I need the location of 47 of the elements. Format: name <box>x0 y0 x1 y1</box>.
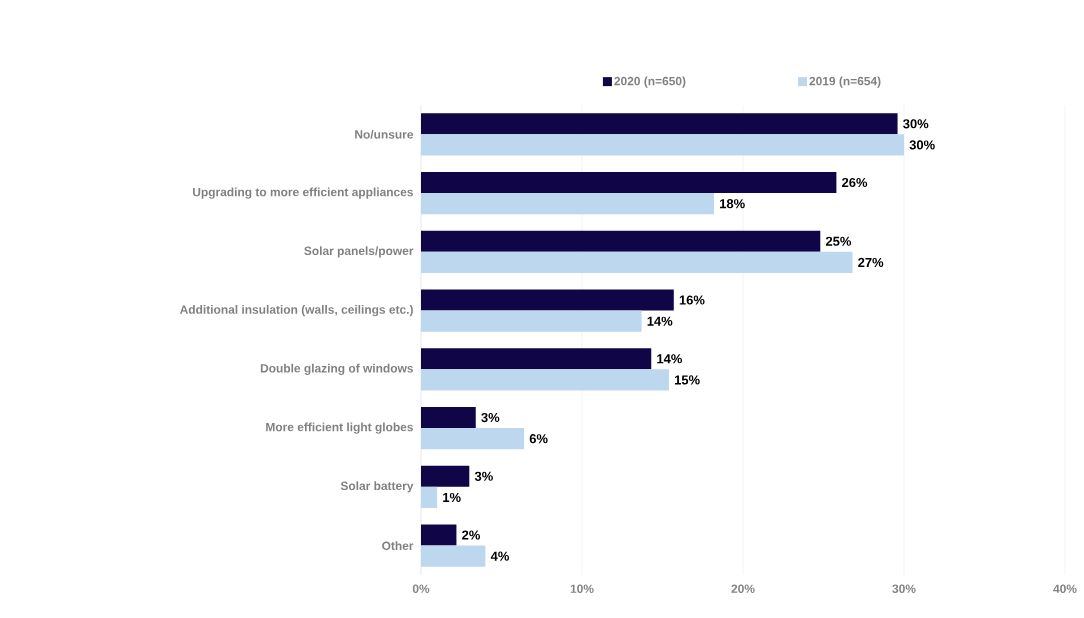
bar <box>421 289 674 311</box>
bar <box>421 310 642 332</box>
y-tick-label: Solar battery <box>340 481 414 493</box>
bar <box>421 465 470 487</box>
data-label: 30% <box>909 140 935 150</box>
y-tick-label: Double glazing of windows <box>260 363 414 375</box>
data-label: 3% <box>481 412 500 423</box>
data-label: 14% <box>657 354 683 364</box>
data-label: 6% <box>529 434 548 444</box>
bar <box>421 348 652 370</box>
data-label: 4% <box>490 551 509 561</box>
data-label: 25% <box>825 236 852 246</box>
y-tick-label: Additional insulation (walls, ceilings etc.) <box>179 305 413 317</box>
data-label: 18% <box>720 199 745 209</box>
data-label: 26% <box>842 177 868 188</box>
y-tick-label: More efficient light globes <box>266 422 413 434</box>
data-label: 3% <box>474 471 493 481</box>
x-tick-label: 40% <box>1053 584 1077 593</box>
data-label: 14% <box>647 316 673 326</box>
legend-label: 2020 (n=650) <box>614 76 686 88</box>
bar <box>421 113 898 135</box>
bar <box>421 230 821 252</box>
bar <box>421 428 525 450</box>
bar <box>421 251 853 274</box>
bar <box>421 369 669 391</box>
bar <box>421 193 715 215</box>
x-tick-label: 10% <box>570 584 594 593</box>
data-label: 15% <box>674 375 700 385</box>
legend-label: 2019 (n=654) <box>809 76 881 88</box>
data-label: 16% <box>679 295 705 305</box>
bar <box>421 171 837 194</box>
y-tick-label: Upgrading to more efficient appliances <box>193 187 413 199</box>
data-label: 27% <box>858 257 884 267</box>
x-tick-label: 20% <box>731 584 755 593</box>
x-tick-label: 0% <box>412 584 430 593</box>
x-tick-label: 30% <box>892 584 916 593</box>
bar <box>421 545 486 567</box>
y-tick-label: Solar panels/power <box>304 246 414 258</box>
data-label: 1% <box>443 492 461 502</box>
y-tick-label: No/unsure <box>355 129 414 139</box>
bar <box>421 524 457 546</box>
data-label: 30% <box>903 119 929 129</box>
bar <box>421 406 476 429</box>
y-tick-label: Other <box>382 541 414 550</box>
bar <box>421 486 438 509</box>
bar <box>421 134 905 156</box>
data-label: 2% <box>462 530 480 540</box>
